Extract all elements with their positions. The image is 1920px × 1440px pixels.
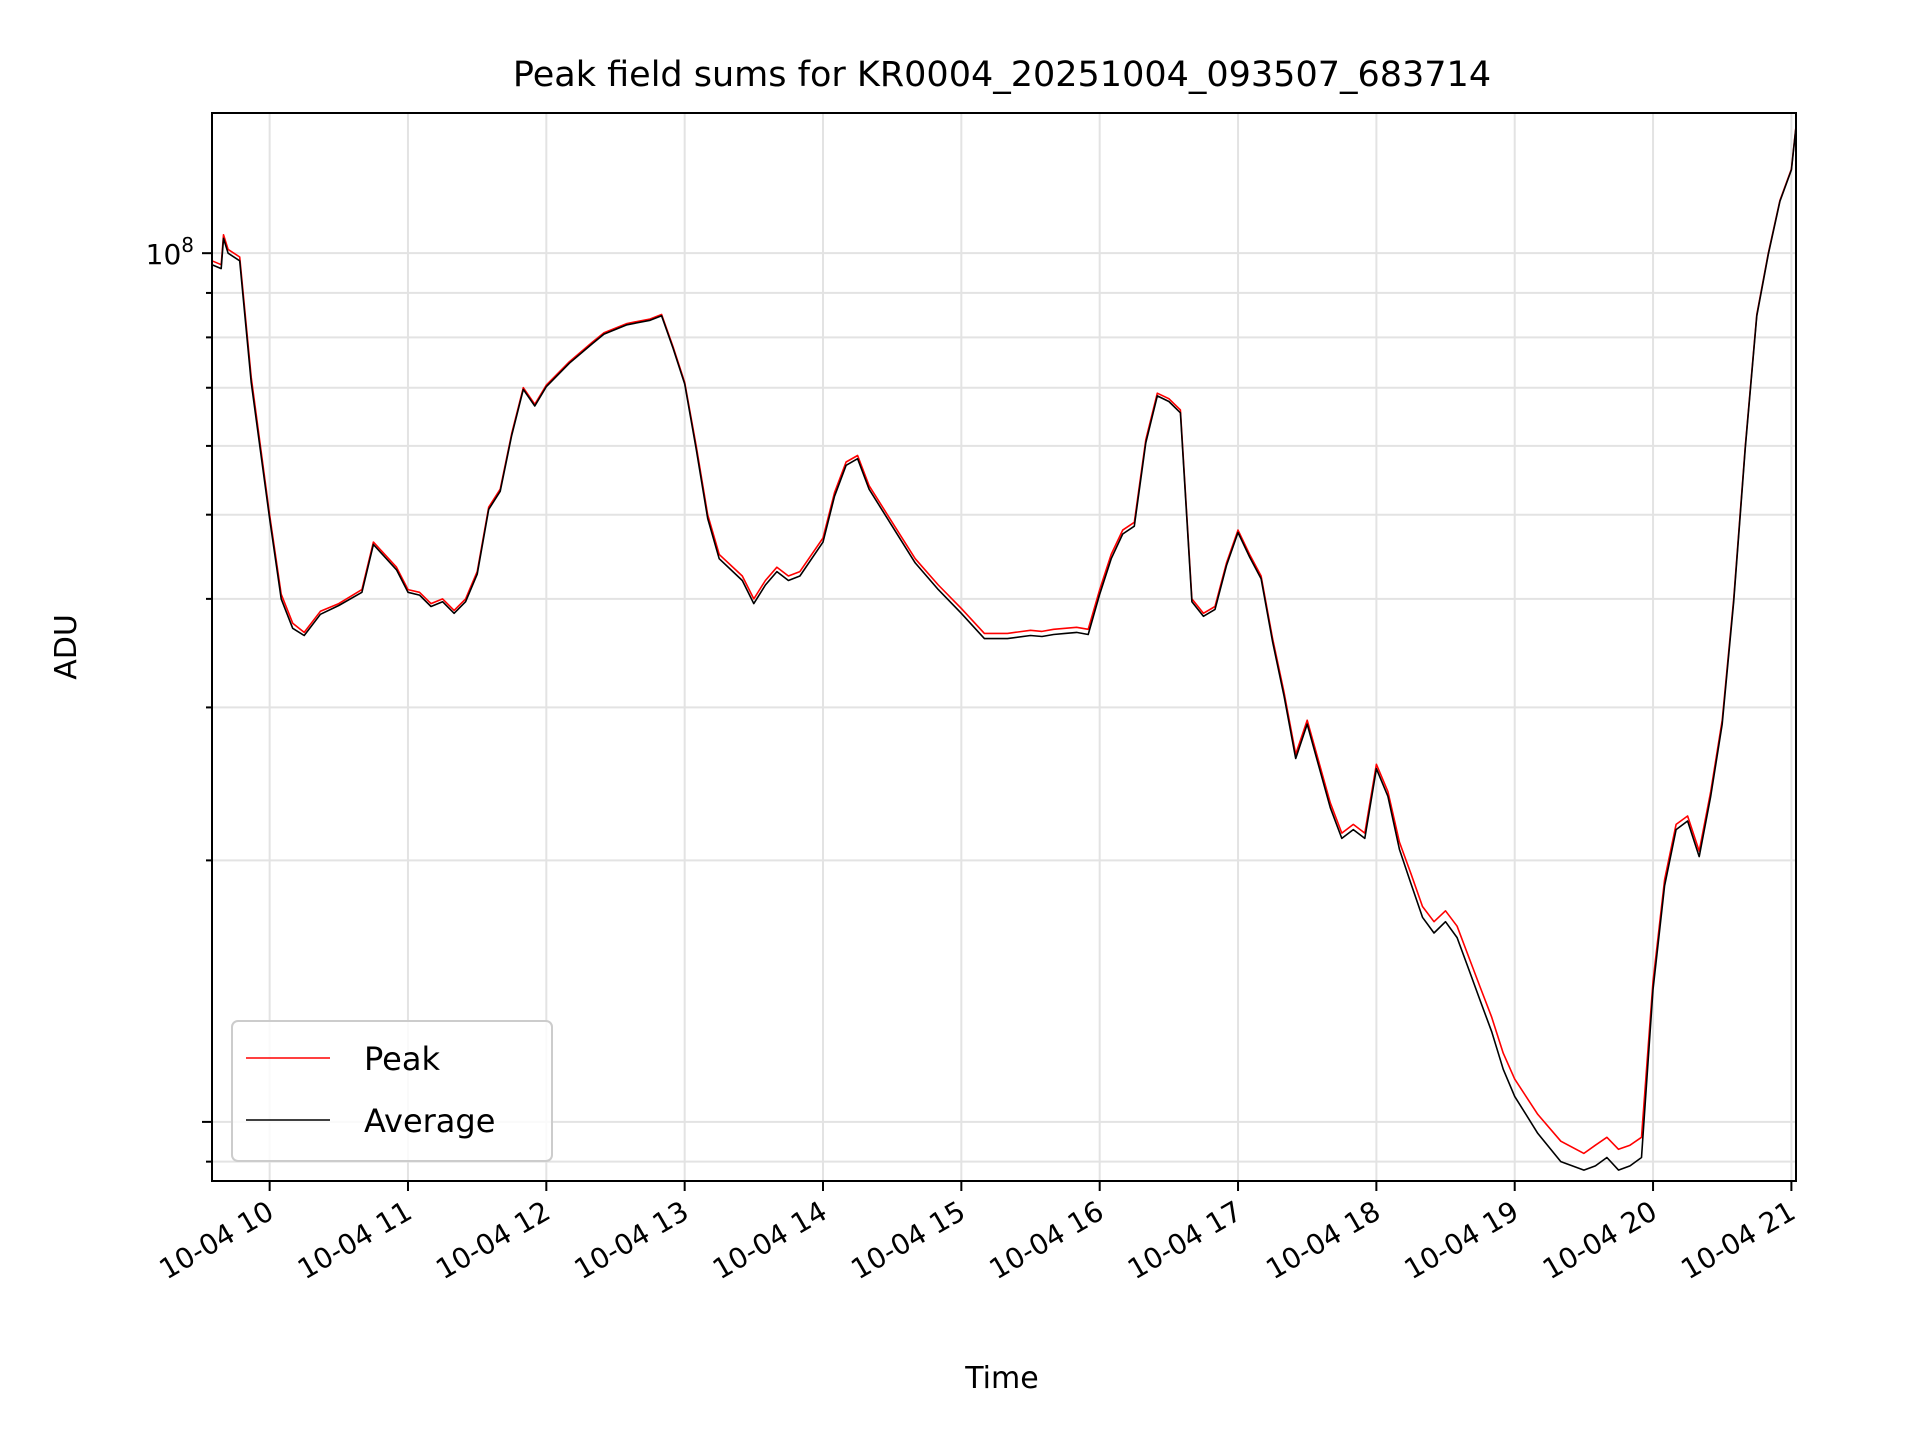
- y-axis-label: ADU: [49, 614, 84, 680]
- x-axis-label: Time: [964, 1361, 1038, 1396]
- legend-box: [231, 1020, 553, 1162]
- series-layer: [212, 126, 1796, 1171]
- y-tick-label-exponent: 8: [181, 233, 194, 257]
- y-axis: 108: [146, 233, 212, 1163]
- plot-frame: [211, 112, 1797, 1182]
- y-tick-label-base: 10: [146, 238, 182, 271]
- series-line-peak: [212, 126, 1796, 1155]
- legend: Peak Average: [231, 1020, 553, 1162]
- legend-peak-label: Peak: [364, 1040, 440, 1078]
- legend-average-label: Average: [364, 1102, 495, 1140]
- grid: [212, 113, 1796, 1181]
- series-line-average: [212, 126, 1796, 1171]
- chart-title: Peak field sums for KR0004_20251004_0935…: [513, 55, 1491, 95]
- y-tick-label: 108: [146, 233, 194, 271]
